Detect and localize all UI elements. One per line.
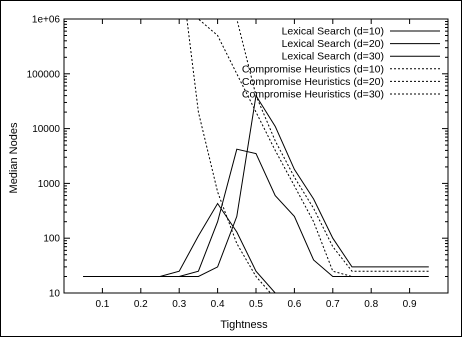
y-axis-ticks: 10 100 1000 10000 100000 1e+06 bbox=[27, 15, 448, 300]
y-tick-label: 100 bbox=[43, 234, 60, 245]
legend-label-3: Lexical Search (d=30) bbox=[282, 51, 384, 63]
x-axis-ticks: 0.1 0.2 0.3 0.4 0.5 0.6 0.7 0.8 0.9 bbox=[95, 19, 417, 310]
y-tick-label: 100000 bbox=[27, 69, 61, 80]
legend-label-6: Compromise Heuristics (d=30) bbox=[242, 89, 384, 101]
legend-label-1: Lexical Search (d=10) bbox=[282, 26, 384, 38]
y-tick-label: 10000 bbox=[32, 124, 60, 135]
x-tick-label: 0.4 bbox=[211, 299, 225, 310]
series-layer bbox=[83, 19, 429, 293]
legend-label-5: Compromise Heuristics (d=20) bbox=[242, 76, 384, 88]
y-tick-label: 1e+06 bbox=[32, 15, 61, 26]
x-tick-label: 0.5 bbox=[249, 299, 263, 310]
x-tick-label: 0.9 bbox=[403, 299, 417, 310]
legend-label-2: Lexical Search (d=20) bbox=[282, 38, 384, 50]
x-tick-label: 0.6 bbox=[287, 299, 301, 310]
y-tick-label: 1000 bbox=[38, 179, 61, 190]
legend-label-4: Compromise Heuristics (d=10) bbox=[242, 63, 384, 75]
y-axis-label: Median Nodes bbox=[8, 122, 20, 193]
y-tick-label: 10 bbox=[49, 289, 61, 300]
x-tick-label: 0.2 bbox=[134, 299, 148, 310]
x-axis-label: Tightness bbox=[220, 319, 268, 331]
series-line-4 bbox=[83, 19, 272, 293]
legend: Lexical Search (d=10)Lexical Search (d=2… bbox=[242, 26, 440, 101]
series-line-6 bbox=[83, 19, 429, 272]
x-tick-label: 0.8 bbox=[364, 299, 378, 310]
x-tick-label: 0.7 bbox=[326, 299, 340, 310]
x-tick-label: 0.3 bbox=[172, 299, 186, 310]
x-tick-label: 0.1 bbox=[95, 299, 109, 310]
